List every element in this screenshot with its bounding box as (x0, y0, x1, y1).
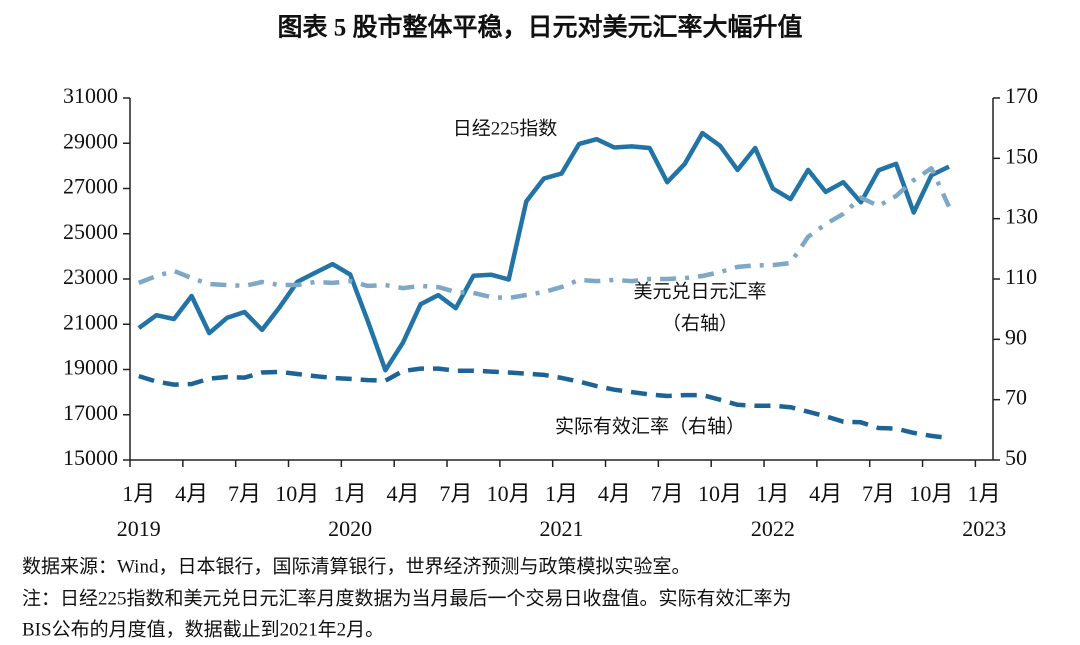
x-year-label: 2020 (328, 516, 372, 541)
x-tick-label: 10月 (909, 481, 953, 506)
chart-title: 图表 5 股市整体平稳，日元对美元汇率大幅升值 (277, 13, 802, 42)
x-year-label: 2021 (540, 516, 584, 541)
y2-tick-label: 130 (1005, 204, 1038, 229)
series-label: 实际有效汇率（右轴） (555, 415, 745, 437)
y2-tick-label: 90 (1005, 324, 1027, 349)
series-line (138, 366, 950, 441)
series-label: 美元兑日元汇率 (633, 280, 766, 302)
x-tick-label: 10月 (487, 481, 531, 506)
footnote: 数据来源：Wind，日本银行，国际清算银行，世界经济预测与政策模拟实验室。 (22, 555, 690, 577)
y-tick-label: 25000 (63, 219, 118, 244)
y-tick-label: 19000 (63, 355, 118, 380)
y-tick-label: 17000 (63, 400, 118, 425)
x-tick-label: 4月 (809, 481, 842, 506)
footnote: BIS公布的月度值，数据截止到2021年2月。 (22, 618, 384, 640)
y-tick-label: 27000 (63, 174, 118, 199)
y-tick-label: 21000 (63, 309, 118, 334)
x-tick-label: 1月 (756, 481, 789, 506)
x-tick-label: 10月 (275, 481, 319, 506)
x-tick-label: 1月 (545, 481, 578, 506)
annotation: （右轴） (662, 312, 738, 334)
x-tick-label: 10月 (698, 481, 742, 506)
x-tick-label: 7月 (439, 481, 472, 506)
x-year-label: 2023 (962, 516, 1006, 541)
x-tick-label: 4月 (386, 481, 419, 506)
x-tick-label: 1月 (122, 481, 155, 506)
footnote: 注：日经225指数和美元兑日元汇率月度数据为当月最后一个交易日收盘值。实际有效汇… (22, 587, 792, 609)
x-tick-label: 1月 (334, 481, 367, 506)
x-tick-label: 4月 (598, 481, 631, 506)
series-line (137, 130, 950, 373)
y2-tick-label: 170 (1005, 83, 1038, 108)
y-tick-label: 31000 (63, 83, 118, 108)
x-tick-label: 1月 (968, 481, 1001, 506)
x-year-label: 2019 (117, 516, 161, 541)
y-tick-label: 15000 (63, 445, 118, 470)
x-tick-label: 7月 (228, 481, 261, 506)
y-tick-label: 29000 (63, 128, 118, 153)
x-tick-label: 7月 (651, 481, 684, 506)
x-year-label: 2022 (751, 516, 795, 541)
y2-tick-label: 110 (1005, 264, 1037, 289)
x-tick-label: 4月 (175, 481, 208, 506)
y-tick-label: 23000 (63, 264, 118, 289)
y2-tick-label: 70 (1005, 385, 1027, 410)
y2-tick-label: 150 (1005, 143, 1038, 168)
x-tick-label: 7月 (862, 481, 895, 506)
series-line (137, 166, 952, 301)
series-label: 日经225指数 (453, 117, 558, 139)
y2-tick-label: 50 (1005, 445, 1027, 470)
